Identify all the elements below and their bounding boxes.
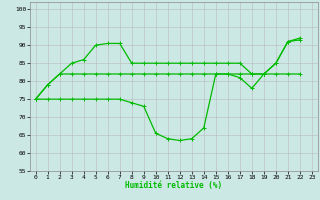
- X-axis label: Humidité relative (%): Humidité relative (%): [125, 181, 222, 190]
